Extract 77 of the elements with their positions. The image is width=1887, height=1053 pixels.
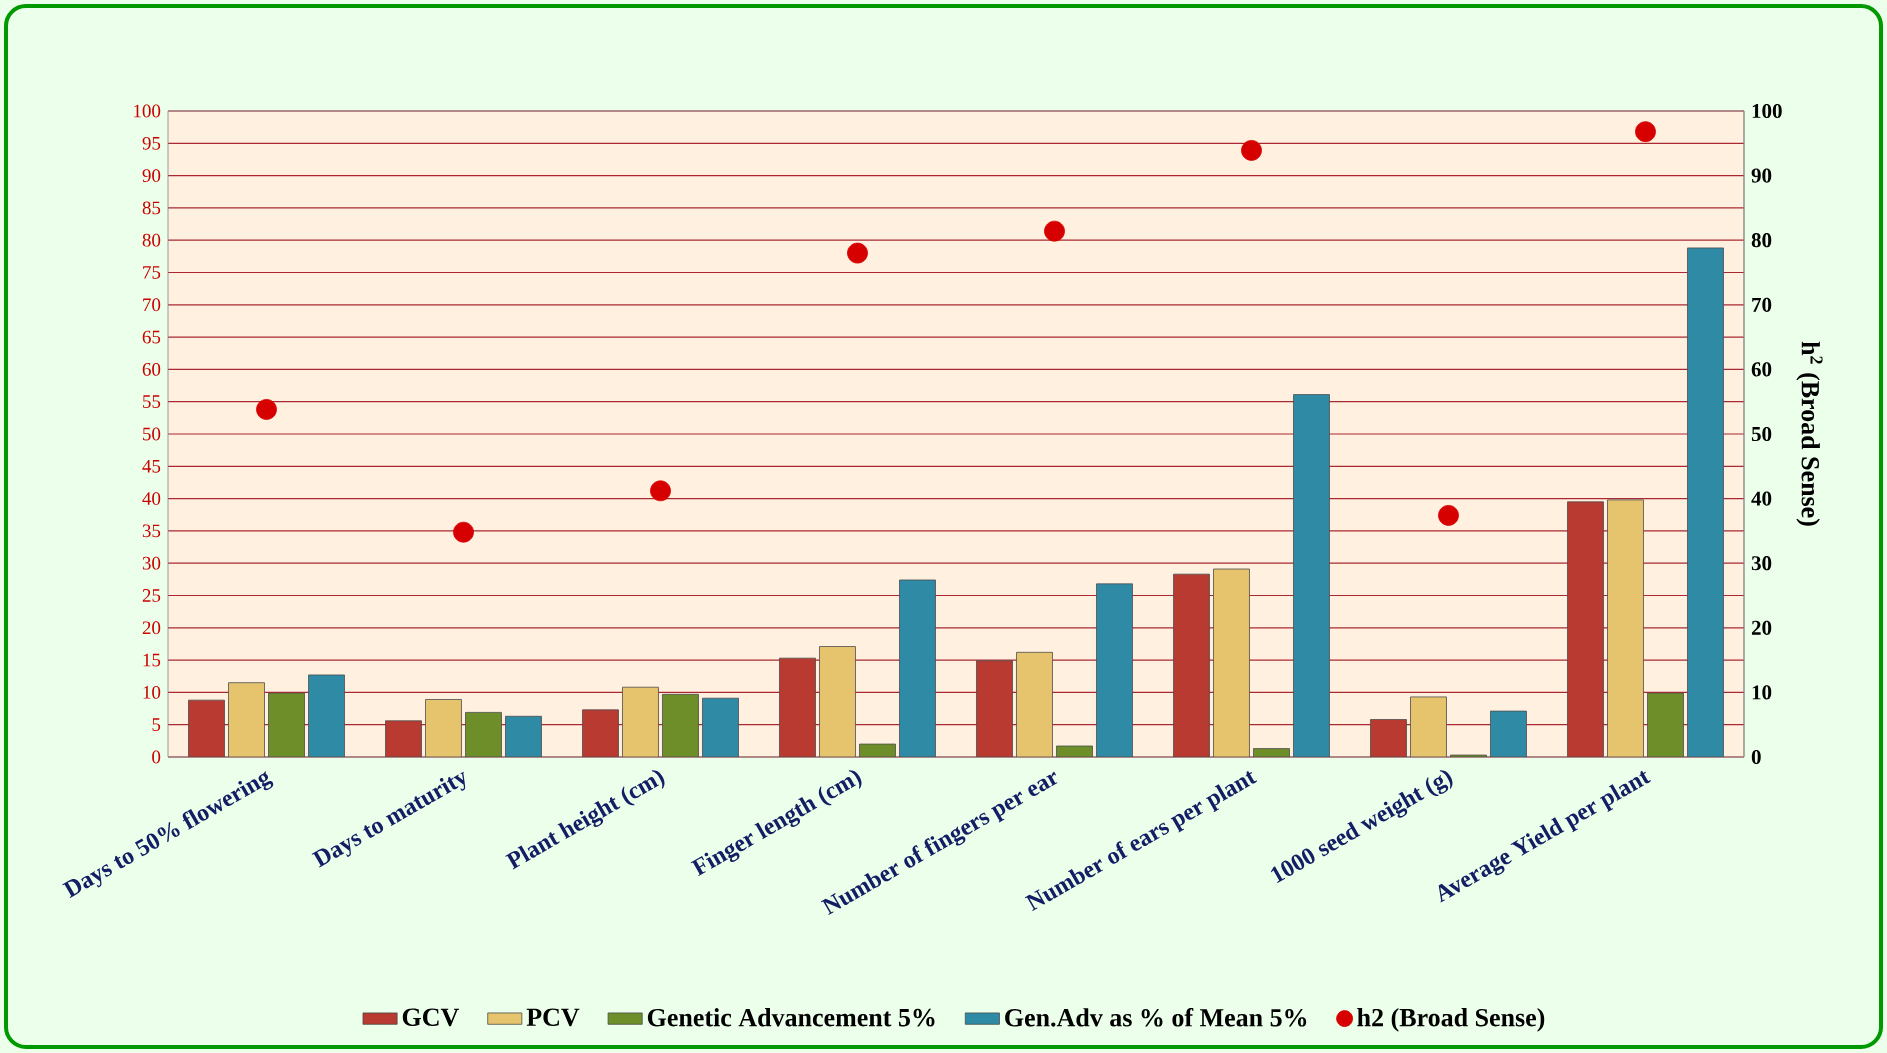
y-tick-label: 35 — [142, 524, 161, 538]
y-tick-label: 45 — [142, 459, 161, 473]
y2-tick-label: 50 — [1751, 426, 1772, 442]
bar — [188, 699, 225, 757]
y-tick-label: 55 — [143, 395, 161, 408]
y-tick-label: 25 — [142, 589, 161, 602]
y2-tick-label: 60 — [1751, 362, 1772, 377]
point — [256, 399, 277, 420]
bar — [622, 686, 659, 757]
y2-tick-label: 100 — [1752, 103, 1782, 119]
y-tick-label: 0 — [152, 750, 161, 764]
bar — [1293, 394, 1330, 757]
bar — [1410, 696, 1447, 757]
y2-tick-label: 90 — [1751, 168, 1772, 183]
bar — [859, 743, 896, 757]
bar — [1607, 499, 1644, 757]
bar — [1490, 710, 1527, 757]
y-tick-label: 95 — [142, 136, 161, 150]
bar — [1016, 651, 1053, 757]
y2-tick-label: 30 — [1751, 556, 1772, 571]
y-tick-label: 100 — [134, 104, 161, 118]
bar — [1647, 692, 1684, 757]
y-tick-label: 20 — [142, 621, 161, 635]
y-tick-label: 5 — [152, 718, 161, 731]
y-tick-label: 30 — [142, 556, 161, 570]
y-tick-label: 90 — [142, 169, 161, 182]
bar — [899, 579, 936, 757]
bar — [228, 682, 265, 757]
y-tick-label: 40 — [142, 492, 161, 505]
y2-tick-label: 70 — [1752, 297, 1772, 312]
bar — [1173, 573, 1210, 757]
y-tick-label: 10 — [143, 685, 161, 699]
bar — [976, 660, 1013, 757]
point — [1438, 504, 1459, 526]
y2-tick-label: 40 — [1751, 491, 1772, 506]
bar — [779, 657, 816, 757]
legend-label: Gen.Adv as % of Mean 5% — [1005, 1007, 1307, 1027]
bar — [308, 674, 345, 757]
y-tick-label: 65 — [142, 330, 161, 344]
point — [1241, 139, 1262, 161]
bar — [385, 720, 422, 757]
legend-label: Genetic Advancement 5% — [647, 1008, 935, 1027]
y-tick-label: 80 — [142, 233, 161, 247]
bar — [819, 646, 856, 757]
point — [453, 521, 474, 543]
y-tick-label: 70 — [143, 298, 161, 312]
bar — [1253, 748, 1290, 757]
bar — [1096, 583, 1133, 757]
y2-axis-title: h$^{2}$ (Broad Sense) — [1796, 341, 1823, 526]
bar — [1567, 501, 1604, 757]
bar — [662, 693, 699, 757]
legend-label: h2 (Broad Sense) — [1357, 1008, 1545, 1032]
y2-tick-label: 10 — [1752, 685, 1772, 700]
bar — [425, 699, 462, 757]
y2-tick-label: 0 — [1751, 749, 1761, 765]
point — [847, 242, 868, 264]
bar — [1213, 568, 1250, 757]
y-tick-label: 60 — [142, 362, 161, 376]
bar — [702, 697, 739, 757]
legend-label: PCV — [526, 1008, 580, 1027]
point — [1044, 220, 1065, 242]
y-tick-label: 75 — [143, 266, 161, 279]
y2-tick-label: 20 — [1751, 620, 1772, 635]
point — [650, 480, 671, 502]
point — [1635, 121, 1656, 143]
bar — [1687, 247, 1724, 757]
y2-tick-label: 80 — [1751, 233, 1772, 248]
bar — [1370, 719, 1407, 757]
bar — [505, 715, 542, 757]
y-tick-label: 85 — [142, 201, 161, 215]
y-tick-label: 15 — [143, 653, 161, 667]
bar — [1056, 745, 1093, 757]
legend-label: GCV — [402, 1008, 460, 1027]
y-tick-label: 50 — [143, 427, 161, 441]
bar — [465, 712, 502, 757]
bar — [582, 709, 619, 757]
bar — [268, 692, 305, 757]
